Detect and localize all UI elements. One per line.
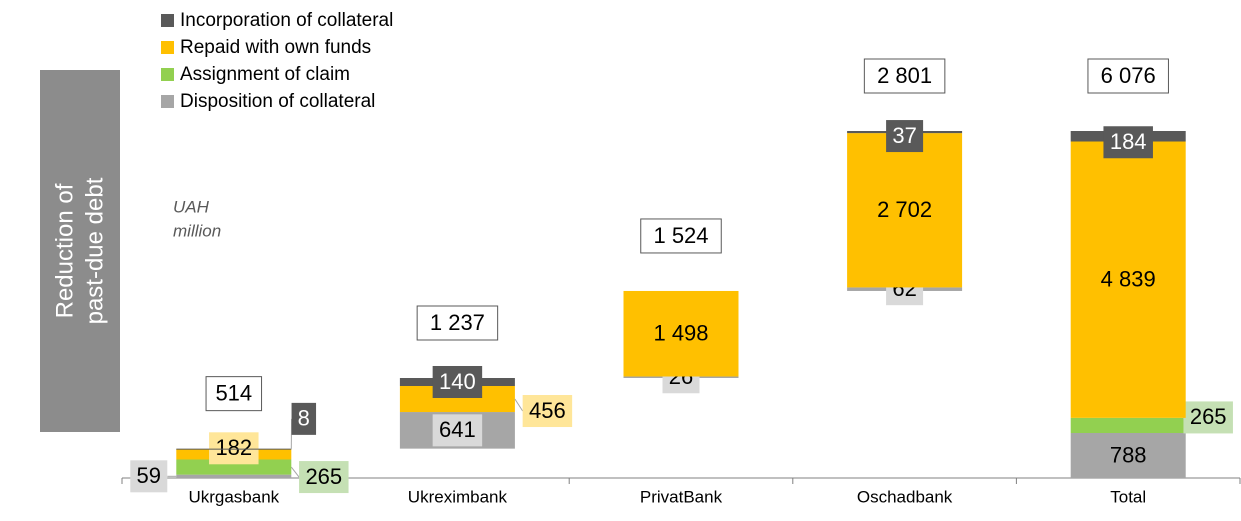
y-label: past-due debt xyxy=(81,177,108,324)
total-label: 6 076 xyxy=(1101,63,1156,88)
x-tick-label: Ukrgasbank xyxy=(188,487,279,506)
y-label: Reduction of xyxy=(51,183,78,318)
legend-swatch xyxy=(161,95,174,108)
legend-label: Disposition of collateral xyxy=(180,91,375,112)
unit: million xyxy=(173,221,221,240)
bar-segment xyxy=(623,290,739,377)
value-label: 2 702 xyxy=(877,197,932,222)
total-label: 514 xyxy=(215,380,252,405)
total-label: 2 801 xyxy=(877,63,932,88)
value-label: 184 xyxy=(1110,129,1147,154)
value-label-box xyxy=(1183,401,1233,434)
value-label: 788 xyxy=(1110,442,1147,467)
total-label: 1 237 xyxy=(430,310,485,335)
total-box xyxy=(205,376,263,412)
bar-segment xyxy=(1070,141,1186,418)
bar-segment xyxy=(1070,417,1186,433)
x-tick-label: Total xyxy=(1110,487,1146,506)
value-label-box xyxy=(291,402,317,435)
value-label: 265 xyxy=(1190,404,1227,429)
bar-segment xyxy=(847,133,963,288)
value-label: 59 xyxy=(137,463,161,488)
value-label-box xyxy=(1103,126,1153,159)
value-label: 182 xyxy=(215,435,252,460)
leader-line xyxy=(514,398,524,412)
y-label-box xyxy=(40,70,120,432)
x-tick-label: Oschadbank xyxy=(857,487,953,506)
value-label: 8 xyxy=(298,406,310,431)
value-label: 456 xyxy=(529,398,566,423)
value-label-box xyxy=(209,432,259,465)
value-label-box xyxy=(432,365,483,398)
total-box xyxy=(863,58,946,94)
bar-segment xyxy=(1070,432,1186,478)
value-label-box xyxy=(886,120,924,153)
value-label: 265 xyxy=(305,464,342,489)
total-box xyxy=(1087,58,1169,94)
x-tick-label: Ukreximbank xyxy=(408,487,508,506)
legend-swatch xyxy=(161,41,174,54)
legend-swatch xyxy=(161,14,174,27)
value-label-box xyxy=(432,414,483,447)
legend-label: Assignment of claim xyxy=(180,64,350,85)
value-label: 1 498 xyxy=(653,321,708,346)
unit: UAH xyxy=(173,197,210,216)
value-label: 140 xyxy=(439,369,476,394)
value-label-box xyxy=(522,395,573,428)
total-box xyxy=(416,305,499,341)
bar-segment xyxy=(176,459,292,475)
total-label: 1 524 xyxy=(653,223,708,248)
leader-line xyxy=(290,466,300,478)
total-box xyxy=(640,218,722,254)
bar-segment xyxy=(176,474,292,478)
legend-label: Incorporation of collateral xyxy=(180,10,393,31)
x-tick-label: PrivatBank xyxy=(640,487,723,506)
value-label: 4 839 xyxy=(1101,266,1156,291)
value-label: 37 xyxy=(892,123,916,148)
bar-segment xyxy=(176,448,292,450)
value-label: 641 xyxy=(439,417,476,442)
legend-swatch xyxy=(161,68,174,81)
value-label-box xyxy=(130,460,168,493)
legend-label: Repaid with own funds xyxy=(180,37,371,58)
value-label-box xyxy=(299,461,349,494)
